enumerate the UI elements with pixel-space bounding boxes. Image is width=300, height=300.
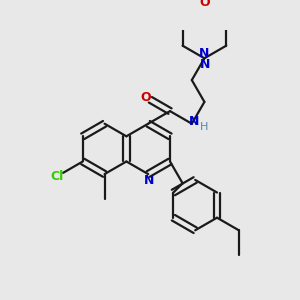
Text: N: N: [200, 58, 211, 71]
Text: N: N: [189, 116, 200, 128]
Text: N: N: [144, 174, 154, 187]
Text: Cl: Cl: [50, 170, 64, 183]
Text: O: O: [199, 0, 210, 9]
Text: O: O: [141, 92, 151, 104]
Text: N: N: [199, 47, 210, 60]
Text: H: H: [200, 122, 208, 132]
